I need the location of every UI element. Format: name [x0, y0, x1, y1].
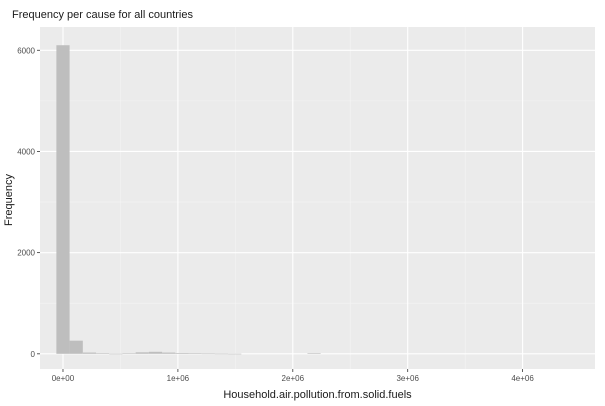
y-tick-label: 6000	[17, 46, 35, 55]
x-tick-label: 3e+06	[396, 374, 419, 383]
y-tick-label: 0	[31, 350, 36, 359]
histogram-bar	[162, 352, 176, 354]
minor-gridlines	[40, 27, 595, 369]
y-tick-label: 2000	[17, 249, 35, 258]
histogram-bar	[122, 353, 136, 354]
plot-panel	[40, 27, 595, 369]
y-tick-label: 4000	[17, 147, 35, 156]
chart-title: Frequency per cause for all countries	[12, 9, 193, 21]
histogram-bar	[201, 353, 215, 355]
histogram-bar	[96, 353, 110, 355]
histogram-bar	[148, 351, 163, 354]
histogram-bar	[307, 353, 321, 355]
histogram-bar	[82, 352, 97, 354]
y-axis-title: Frequency	[3, 174, 15, 226]
x-tick-label: 2e+06	[282, 374, 305, 383]
histogram-bar	[109, 353, 123, 355]
histogram-bar	[228, 353, 242, 355]
y-axis-ticks: 0 2000 4000 6000	[17, 46, 40, 359]
x-axis-title: Household.air.pollution.from.solid.fuels	[223, 389, 412, 401]
histogram-bar	[135, 352, 149, 354]
histogram-bar	[69, 340, 83, 354]
histogram-bars	[56, 45, 321, 355]
x-axis-ticks: 0e+00 1e+06 2e+06 3e+06 4e+06	[52, 369, 534, 383]
histogram-bar	[214, 353, 229, 355]
x-tick-label: 1e+06	[167, 374, 190, 383]
histogram-bar	[56, 45, 70, 354]
x-tick-label: 4e+06	[511, 374, 534, 383]
histogram-bar	[188, 353, 202, 355]
x-tick-label: 0e+00	[52, 374, 75, 383]
histogram-bar	[175, 353, 189, 354]
